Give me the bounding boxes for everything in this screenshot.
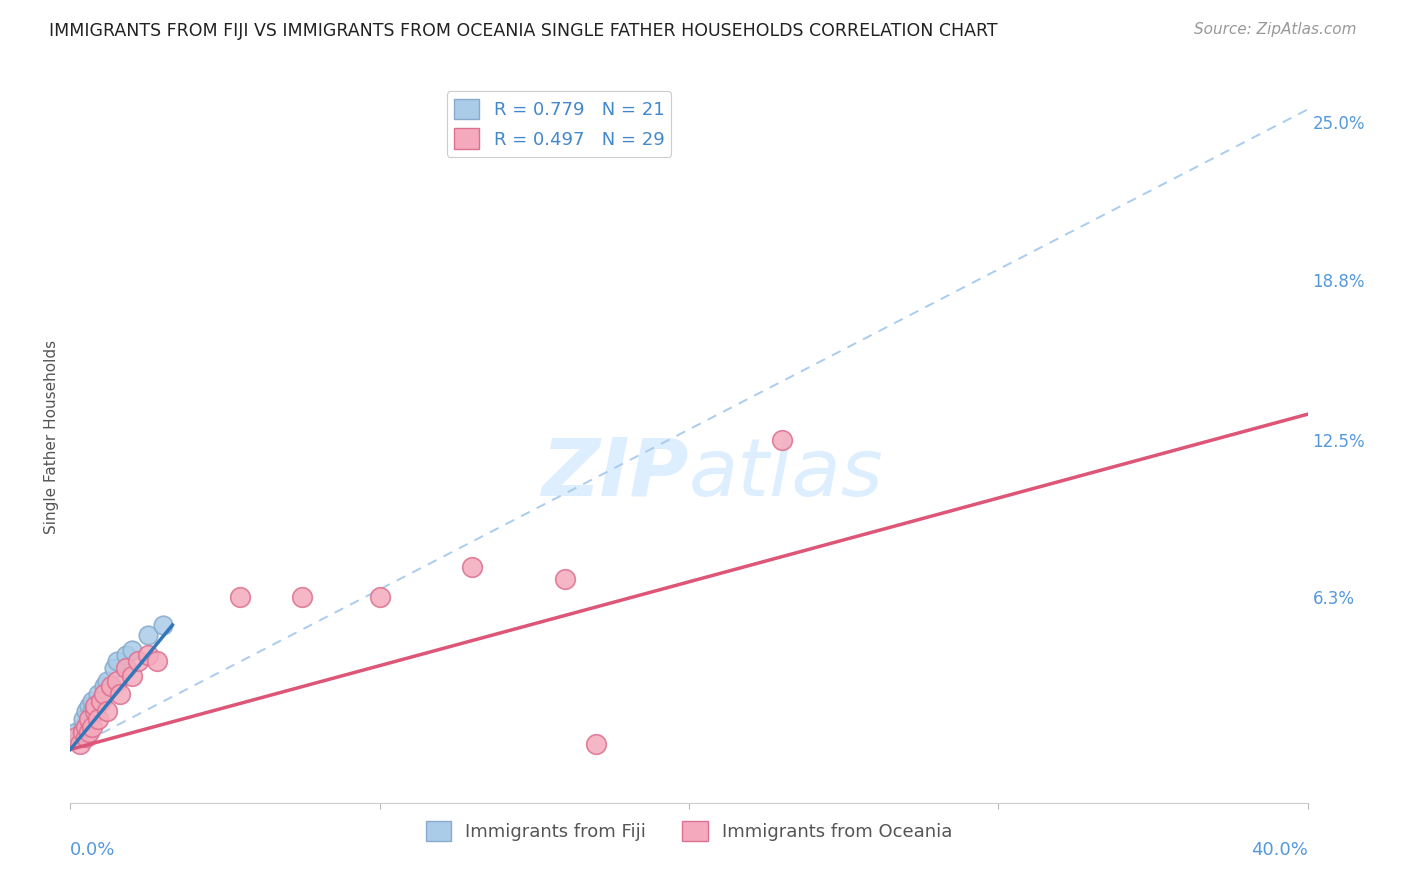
Point <box>121 669 143 683</box>
Point <box>136 628 159 642</box>
Point <box>105 654 128 668</box>
Point <box>105 673 128 688</box>
Text: atlas: atlas <box>689 434 884 513</box>
Point <box>69 730 91 744</box>
Point <box>87 687 110 701</box>
Point <box>368 590 391 604</box>
Text: Source: ZipAtlas.com: Source: ZipAtlas.com <box>1194 22 1357 37</box>
Point <box>75 705 97 719</box>
Point <box>87 712 110 726</box>
Text: 40.0%: 40.0% <box>1251 841 1308 859</box>
Point <box>108 687 131 701</box>
Point <box>96 673 118 688</box>
Point <box>146 654 169 668</box>
Text: 0.0%: 0.0% <box>70 841 115 859</box>
Point <box>115 648 138 663</box>
Point <box>291 590 314 604</box>
Point <box>84 705 107 719</box>
Point <box>93 687 115 701</box>
Point <box>77 699 100 714</box>
Point <box>72 720 94 734</box>
Point <box>75 730 97 744</box>
Point <box>770 433 793 447</box>
Point <box>77 712 100 726</box>
Legend: Immigrants from Fiji, Immigrants from Oceania: Immigrants from Fiji, Immigrants from Oc… <box>419 814 959 848</box>
Point <box>65 724 87 739</box>
Point <box>127 654 149 668</box>
Point <box>115 661 138 675</box>
Point <box>77 724 100 739</box>
Point <box>84 699 107 714</box>
Point <box>90 694 112 708</box>
Point <box>84 699 107 714</box>
Y-axis label: Single Father Households: Single Father Households <box>44 340 59 534</box>
Point <box>90 694 112 708</box>
Point <box>96 705 118 719</box>
Point <box>554 572 576 586</box>
Point <box>69 738 91 752</box>
Point <box>80 705 103 719</box>
Point <box>75 724 97 739</box>
Point <box>461 559 484 574</box>
Point <box>136 648 159 663</box>
Point <box>229 590 252 604</box>
Text: IMMIGRANTS FROM FIJI VS IMMIGRANTS FROM OCEANIA SINGLE FATHER HOUSEHOLDS CORRELA: IMMIGRANTS FROM FIJI VS IMMIGRANTS FROM … <box>49 22 998 40</box>
Point <box>80 694 103 708</box>
Point <box>585 738 607 752</box>
Point <box>72 724 94 739</box>
Point <box>93 679 115 693</box>
Text: ZIP: ZIP <box>541 434 689 513</box>
Point <box>103 661 125 675</box>
Point <box>72 712 94 726</box>
Point <box>152 618 174 632</box>
Point <box>65 730 87 744</box>
Point <box>80 720 103 734</box>
Point <box>75 720 97 734</box>
Point <box>77 712 100 726</box>
Point <box>100 679 122 693</box>
Point <box>121 643 143 657</box>
